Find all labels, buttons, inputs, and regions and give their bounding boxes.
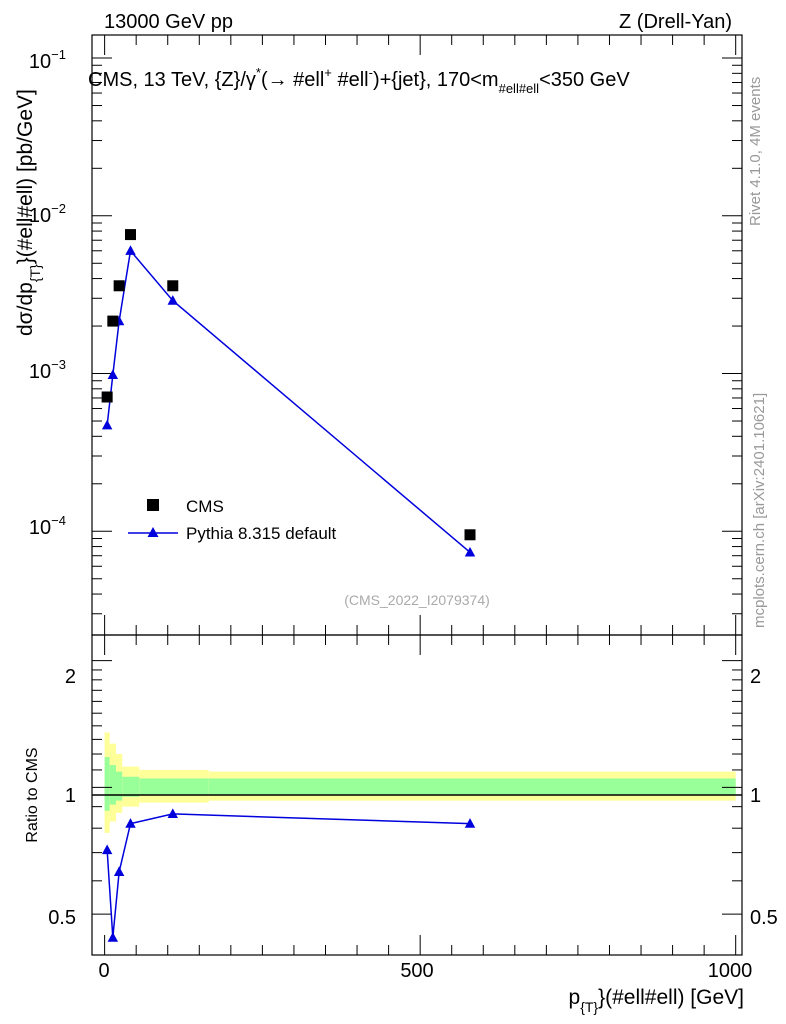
- data-point: [167, 280, 179, 292]
- main-y-ticks: [92, 57, 742, 615]
- mc-ratio-point: [101, 844, 113, 855]
- process-label: Z (Drell-Yan): [619, 11, 732, 33]
- ratio-y-axis-label: Ratio to CMS: [24, 747, 41, 842]
- mc-ratio-point: [167, 808, 179, 819]
- ratio-ytick-label-left-2: 2: [65, 666, 76, 688]
- ratio-y-ticks: [92, 660, 742, 956]
- mc-ratio-point: [464, 818, 476, 828]
- data-series-main: [101, 229, 476, 541]
- ratio-band-inner: [104, 757, 110, 811]
- mc-ratio-point: [113, 866, 125, 877]
- ratio-band-inner: [139, 778, 209, 795]
- energy-label: 13000 GeV pp: [104, 11, 233, 33]
- data-point: [101, 391, 113, 403]
- ratio-plot-frame: [91, 634, 743, 956]
- mc-point: [167, 295, 179, 305]
- data-point: [464, 529, 476, 541]
- data-point: [107, 315, 119, 327]
- legend-data-marker: [147, 499, 159, 511]
- ratio-band-inner: [109, 765, 116, 805]
- ratio-ytick-label-left-0.5: 0.5: [48, 907, 76, 929]
- mc-series-ratio: [101, 808, 476, 942]
- x-ticks: [104, 35, 737, 955]
- ratio-uncertainty-bands: [104, 732, 736, 833]
- mc-series-main: [101, 245, 476, 557]
- ytick-label-1e-3: 10−3: [29, 357, 66, 383]
- xtick-label-1000: 1000: [708, 960, 753, 982]
- ratio-ytick-label-right-0.5: 0.5: [750, 907, 778, 929]
- legend-data-label: CMS: [186, 497, 224, 516]
- ytick-label-1e-4: 10−4: [29, 513, 66, 539]
- mc-ratio-point: [107, 932, 119, 942]
- data-point: [113, 280, 125, 292]
- ratio-ytick-label-left-1: 1: [65, 785, 76, 807]
- mc-point: [125, 245, 136, 255]
- ytick-label-1e-2: 10−2: [29, 201, 66, 227]
- mc-line: [106, 249, 471, 553]
- ytick-label-1e-1: 10−1: [29, 47, 66, 73]
- main-y-axis-label: dσ/dp{T}}(#ell#ell) [pb/GeV]: [14, 89, 43, 336]
- xtick-label-500: 500: [400, 960, 433, 982]
- analysis-id: (CMS_2022_I2079374): [344, 592, 490, 608]
- ratio-band-inner: [122, 776, 140, 797]
- mc-point: [107, 369, 119, 380]
- mc-point: [101, 419, 113, 430]
- xtick-label-0: 0: [98, 960, 109, 982]
- legend-mc-label: Pythia 8.315 default: [186, 524, 337, 543]
- mc-point: [464, 546, 476, 557]
- ratio-band-inner: [208, 778, 736, 795]
- mcplots-label: mcplots.cern.ch [arXiv:2401.10621]: [751, 393, 768, 628]
- legend-mc-marker: [147, 527, 159, 537]
- plot-title: CMS, 13 TeV, {Z}/γ*(→ #ell+ #ell-)+{jet}…: [88, 65, 630, 96]
- mc-ratio-line: [106, 813, 471, 938]
- ratio-band-inner: [115, 771, 123, 801]
- x-axis-label: p{T}}(#ell#ell) [GeV]: [569, 986, 745, 1015]
- rivet-label: Rivet 4.1.0, 4M events: [747, 77, 764, 226]
- main-plot-frame: [91, 34, 743, 636]
- data-point: [124, 229, 136, 241]
- ratio-ytick-label-right-2: 2: [750, 666, 761, 688]
- mc-ratio-point: [125, 818, 136, 828]
- ratio-ytick-label-right-1: 1: [750, 785, 761, 807]
